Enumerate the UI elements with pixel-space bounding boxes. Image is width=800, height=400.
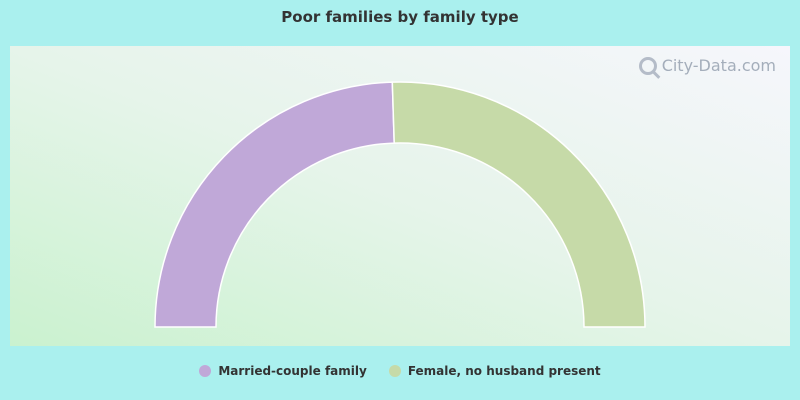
watermark: City-Data.com xyxy=(638,56,776,75)
donut-slice-2[interactable] xyxy=(391,81,646,328)
magnifier-icon xyxy=(638,56,657,75)
watermark-text: City-Data.com xyxy=(661,56,776,75)
chart-title: Poor families by family type xyxy=(281,8,519,26)
legend-item-1[interactable]: Married-couple family xyxy=(199,364,367,378)
legend-swatch-2 xyxy=(388,365,401,377)
semi-donut-chart xyxy=(154,81,646,328)
legend: Married-couple family Female, no husband … xyxy=(0,364,800,378)
legend-item-2[interactable]: Female, no husband present xyxy=(388,364,601,378)
plot-area: City-Data.com xyxy=(10,46,790,346)
donut-slice-1[interactable] xyxy=(154,81,395,328)
legend-label-2: Female, no husband present xyxy=(407,364,601,378)
legend-swatch-1 xyxy=(199,365,212,377)
legend-label-1: Married-couple family xyxy=(218,364,367,378)
